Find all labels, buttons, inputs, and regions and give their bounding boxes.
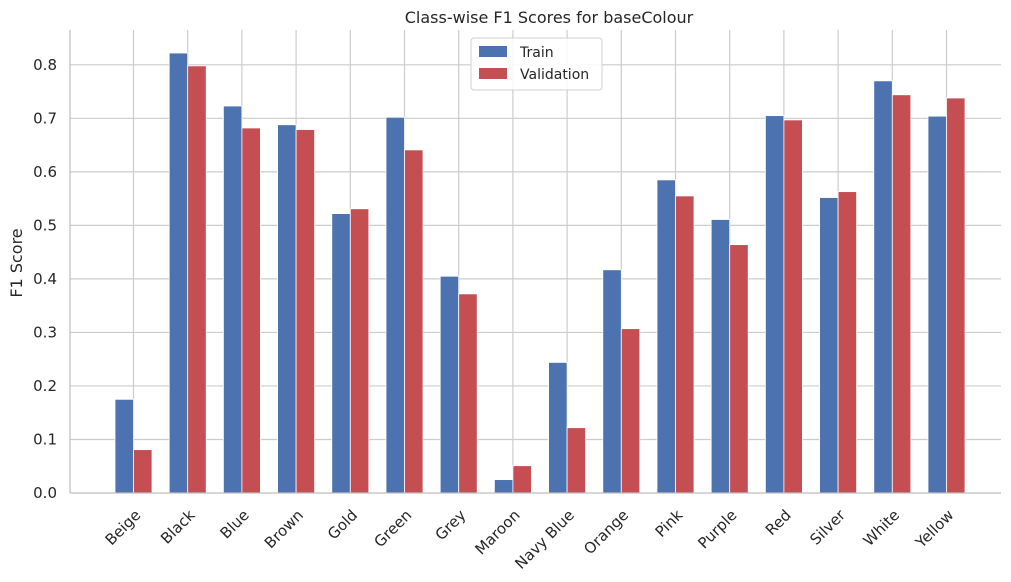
x-tick-label: Black (157, 506, 199, 548)
x-tick-label: Gold (324, 506, 361, 543)
x-tick-label: Grey (432, 506, 470, 544)
legend-label-train: Train (519, 45, 554, 61)
x-tick-label: Navy Blue (511, 506, 578, 573)
x-tick-label: Green (370, 506, 415, 551)
bar-validation (458, 293, 478, 494)
x-tick-label: Silver (806, 506, 849, 549)
x-tick-label: Beige (102, 506, 145, 549)
bar-train (602, 269, 622, 494)
bar-validation (349, 208, 370, 494)
y-tick-label: 0.8 (33, 56, 57, 74)
x-tick-label: Orange (580, 506, 632, 558)
bar-validation (620, 328, 641, 494)
x-tick-label: Yellow (911, 506, 957, 552)
y-tick-label: 0.2 (33, 377, 57, 395)
bar-validation (512, 465, 532, 494)
bar-validation (729, 244, 749, 494)
bar-train (385, 116, 405, 494)
bar-train (873, 80, 893, 494)
legend-label-validation: Validation (520, 67, 589, 83)
legend-swatch-validation (479, 68, 507, 79)
bars (114, 52, 966, 494)
bar-train (765, 115, 785, 494)
bar-validation (946, 97, 966, 494)
legend-swatch-train (479, 46, 507, 57)
x-tick-label: Brown (261, 506, 307, 552)
bar-train (710, 219, 731, 494)
bar-validation (295, 129, 316, 494)
bar-validation (783, 119, 803, 494)
bar-train (548, 361, 568, 494)
y-tick-label: 0.6 (33, 163, 57, 181)
y-tick-label: 0.0 (33, 484, 57, 502)
bar-train (222, 105, 243, 494)
bar-train (168, 52, 189, 494)
y-tick-label: 0.4 (33, 270, 57, 288)
bar-train (114, 398, 134, 494)
x-tick-label: Pink (652, 506, 687, 541)
axes (69, 30, 1001, 494)
x-tick-label: Red (762, 506, 795, 539)
x-tick-label: White (860, 506, 904, 550)
bar-validation (241, 127, 261, 494)
chart-title: Class-wise F1 Scores for baseColour (405, 8, 694, 27)
grid-lines (70, 30, 1001, 493)
bar-train (656, 179, 676, 494)
bar-validation (891, 94, 912, 494)
bar-train (819, 197, 839, 494)
bar-validation (187, 65, 207, 494)
y-tick-label: 0.7 (33, 109, 57, 127)
y-axis-label: F1 Score (7, 228, 26, 297)
bar-validation (675, 195, 695, 494)
bar-train (493, 479, 514, 494)
bar-train (277, 124, 297, 494)
legend: Train Validation (470, 37, 603, 91)
y-tick-label: 0.5 (33, 216, 57, 234)
y-tick-label: 0.1 (33, 430, 57, 448)
bar-validation (404, 149, 424, 494)
bar-validation (566, 427, 586, 494)
bar-train (331, 213, 351, 494)
x-tick-label: Purple (694, 506, 740, 552)
x-tick-label: Maroon (472, 506, 524, 558)
bar-train (439, 275, 460, 494)
bar-validation (133, 449, 153, 494)
y-tick-label: 0.3 (33, 323, 57, 341)
bar-validation (837, 191, 857, 494)
bar-train (927, 115, 947, 494)
x-tick-label: Blue (217, 506, 253, 542)
